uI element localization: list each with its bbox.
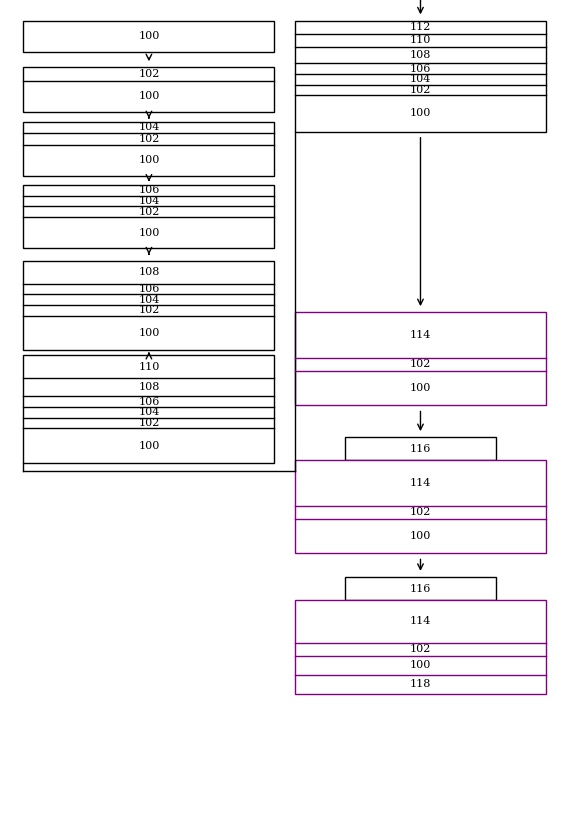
Text: 100: 100 [410,109,431,118]
Text: 112: 112 [410,22,431,32]
Text: 104: 104 [138,122,159,132]
Text: 108: 108 [138,382,159,392]
Text: 100: 100 [138,155,159,165]
Text: 102: 102 [410,85,431,95]
Text: 104: 104 [138,196,159,206]
Text: 100: 100 [138,328,159,338]
Text: 114: 114 [410,478,431,488]
Bar [345,577,496,600]
Text: 102: 102 [410,359,431,369]
Text: 106: 106 [410,63,431,74]
Text: 108: 108 [138,267,159,277]
Text: 102: 102 [410,644,431,654]
Bar [295,21,546,132]
Text: 100: 100 [138,441,159,450]
Bar [23,21,274,52]
Text: 100: 100 [138,91,159,101]
Text: 100: 100 [410,531,431,541]
Text: 102: 102 [138,305,159,316]
Text: 100: 100 [138,228,159,238]
Bar [23,185,274,248]
Text: 110: 110 [138,362,159,372]
Text: 106: 106 [138,185,159,196]
Text: 100: 100 [138,31,159,41]
Text: 102: 102 [138,418,159,428]
Text: 104: 104 [138,294,159,305]
Text: 104: 104 [410,74,431,85]
Bar [295,460,546,553]
Bar [295,600,546,694]
Text: 116: 116 [410,444,431,454]
Text: 106: 106 [138,396,159,407]
Text: 114: 114 [410,330,431,340]
Bar [23,67,274,112]
Bar [23,355,274,463]
Bar [23,261,274,350]
Bar [345,437,496,460]
Text: 104: 104 [138,407,159,418]
Text: 102: 102 [138,134,159,144]
Text: 108: 108 [410,50,431,60]
Text: 110: 110 [410,35,431,45]
Bar [23,122,274,176]
Text: 100: 100 [410,660,431,671]
Bar [295,312,546,405]
Text: 102: 102 [138,206,159,217]
Text: 114: 114 [410,616,431,626]
Text: 116: 116 [410,584,431,593]
Text: 106: 106 [138,284,159,294]
Text: 102: 102 [138,69,159,79]
Text: 102: 102 [410,507,431,517]
Text: 118: 118 [410,679,431,690]
Text: 100: 100 [410,383,431,393]
